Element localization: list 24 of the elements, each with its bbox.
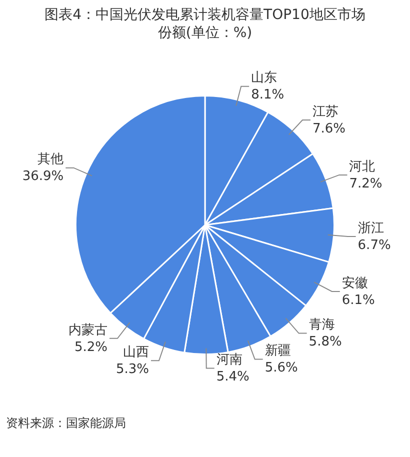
data-label: 5.6% bbox=[264, 360, 298, 376]
data-label: 7.6% bbox=[312, 121, 346, 136]
slice-label: 河南 bbox=[216, 352, 242, 368]
slice-label: 新疆 bbox=[264, 344, 291, 359]
data-label: 6.7% bbox=[358, 238, 391, 253]
data-label: 8.1% bbox=[251, 88, 284, 103]
data-label: 6.1% bbox=[342, 292, 375, 308]
data-label: 7.2% bbox=[349, 176, 382, 192]
slice-label: 浙江 bbox=[358, 220, 384, 236]
slice-label: 河北 bbox=[349, 159, 376, 174]
text: 资料来源：国家能源局 bbox=[6, 415, 126, 432]
slice-label: 山西 bbox=[122, 345, 149, 360]
chart-title: 图表4：中国光伏发电累计装机容量TOP10地区市场份额(单位：%) bbox=[44, 6, 366, 43]
slice-label: 其他 bbox=[38, 152, 64, 168]
data-label: 5.2% bbox=[74, 340, 108, 355]
slice-label: 内蒙古 bbox=[68, 322, 108, 338]
data-label: 5.3% bbox=[116, 362, 149, 378]
slice-label: 山东 bbox=[251, 70, 278, 86]
data-label: 36.9% bbox=[22, 169, 64, 184]
data-label: 5.8% bbox=[308, 334, 342, 350]
data-label: 5.4% bbox=[216, 370, 250, 385]
slice-label: 安徽 bbox=[342, 274, 368, 291]
slice-label: 青海 bbox=[308, 318, 335, 333]
slice-label: 江苏 bbox=[312, 104, 338, 120]
